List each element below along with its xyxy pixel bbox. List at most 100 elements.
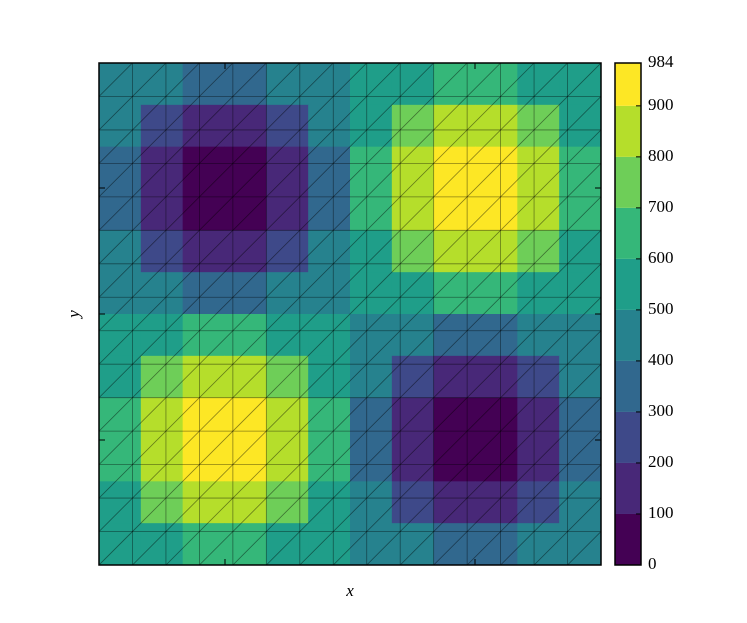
contour-cell	[475, 104, 518, 148]
contour-cell	[433, 272, 476, 315]
contour-cell	[559, 481, 602, 524]
contour-cell	[224, 314, 267, 357]
contour-cell	[99, 63, 142, 106]
contour-cell	[559, 314, 602, 357]
colorbar-band	[615, 63, 641, 106]
contour-cell	[391, 481, 435, 524]
mesh-line	[132, 95, 601, 565]
contour-cell	[517, 272, 560, 315]
colorbar-band	[615, 258, 641, 310]
contour-cell	[559, 355, 602, 399]
y-axis-label: y	[64, 310, 83, 320]
contour-cell	[140, 523, 184, 566]
contour-cell	[517, 188, 560, 231]
contour-cell	[391, 104, 435, 148]
contour-cell	[433, 397, 476, 440]
contour-cell	[266, 146, 309, 189]
contour-cell	[517, 523, 560, 566]
contour-cell	[350, 104, 393, 148]
contour-cell	[224, 146, 267, 189]
contour-cell	[350, 355, 393, 399]
colorbar-tick-label: 700	[648, 197, 674, 216]
contour-cell	[99, 314, 142, 357]
contour-cell	[475, 63, 518, 106]
contour-cell	[99, 104, 142, 148]
mesh-line	[266, 229, 601, 565]
contour-cell	[182, 63, 225, 106]
contour-cell	[182, 272, 225, 315]
contour-cell	[224, 397, 267, 440]
colorbar-tick-label: 500	[648, 299, 674, 318]
colorbar-tick-label: 800	[648, 146, 674, 165]
contour-cell	[391, 523, 435, 566]
contour-cell	[266, 314, 309, 357]
contour-cell	[475, 355, 518, 399]
contour-cell	[350, 523, 393, 566]
contour-cell	[224, 230, 267, 273]
contour-cell	[517, 314, 560, 357]
contour-cell	[308, 188, 351, 231]
contour-cell	[266, 104, 309, 148]
contour-cell	[475, 272, 518, 315]
contour-cell	[308, 397, 351, 440]
contour-cell	[182, 104, 225, 148]
contour-cell	[140, 481, 184, 524]
contour-cell	[433, 63, 476, 106]
contour-cell	[475, 230, 518, 273]
contour-cell	[391, 272, 435, 315]
contour-cell	[517, 230, 560, 273]
contour-cell	[266, 230, 309, 273]
mesh-line	[332, 296, 601, 565]
contour-cell	[350, 63, 393, 106]
contour-cell	[559, 439, 602, 482]
contour-cell	[391, 230, 435, 273]
contour-cell	[308, 272, 351, 315]
contour-cell	[350, 397, 393, 440]
mesh-line	[99, 63, 601, 565]
contour-cell	[350, 146, 393, 189]
contour-cell	[182, 146, 225, 189]
contour-cell	[350, 272, 393, 315]
mesh-line	[99, 63, 568, 533]
contour-cell	[182, 523, 225, 566]
contour-cell	[140, 397, 184, 440]
contour-cell	[517, 355, 560, 399]
contour-cell	[99, 272, 142, 315]
contour-cell	[140, 188, 184, 231]
mesh-line	[500, 464, 601, 565]
contour-cell	[99, 188, 142, 231]
colorbar-band	[615, 309, 641, 361]
contour-cell	[140, 146, 184, 189]
contour-cell	[99, 146, 142, 189]
contour-cell	[391, 188, 435, 231]
colorbar-frame	[614, 62, 642, 566]
colorbar-tick-label: 300	[648, 401, 674, 420]
contour-cell	[182, 355, 225, 399]
contour-cell	[140, 272, 184, 315]
contour-cell	[308, 481, 351, 524]
contour-cell	[266, 272, 309, 315]
contour-cell	[475, 523, 518, 566]
contour-cell	[559, 63, 602, 106]
contour-cell	[433, 188, 476, 231]
mesh-line	[99, 63, 368, 332]
contour-cell	[517, 439, 560, 482]
colorbar-band	[615, 411, 641, 463]
contour-cell	[475, 314, 518, 357]
mesh-line	[99, 63, 401, 365]
contour-cell	[266, 439, 309, 482]
mesh-line	[99, 63, 100, 64]
mesh-line	[433, 397, 601, 565]
contour-cell	[475, 439, 518, 482]
contour-cell	[559, 272, 602, 315]
contour-cell	[224, 355, 267, 399]
contour-cell	[350, 439, 393, 482]
contour-cell	[308, 523, 351, 566]
contour-cell	[308, 63, 351, 106]
colorbar-band	[615, 360, 641, 412]
contour-cell	[308, 439, 351, 482]
contour-cell	[99, 439, 142, 482]
mesh-line	[99, 63, 267, 231]
contour-cell	[182, 314, 225, 357]
